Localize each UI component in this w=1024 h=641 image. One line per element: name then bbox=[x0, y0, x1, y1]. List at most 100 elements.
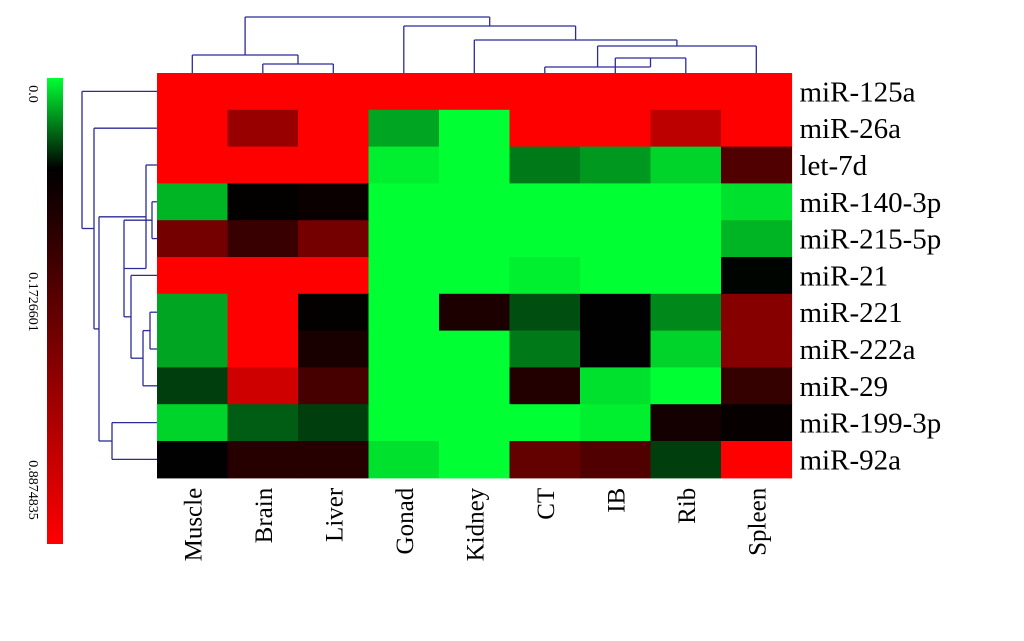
heatmap-cell bbox=[721, 183, 793, 221]
heatmap-cell bbox=[298, 183, 370, 221]
heatmap-cell bbox=[368, 441, 440, 479]
row-label: miR-222a bbox=[800, 334, 916, 366]
heatmap-cell bbox=[368, 109, 440, 148]
heatmap-cell bbox=[298, 220, 370, 258]
heatmap-cell bbox=[157, 404, 229, 442]
heatmap-cell bbox=[157, 330, 229, 368]
heatmap-cell bbox=[580, 73, 652, 111]
heatmap-cell bbox=[368, 73, 440, 111]
heatmap-cell bbox=[368, 404, 440, 442]
row-label: miR-26a bbox=[800, 113, 902, 145]
heatmap-cell bbox=[650, 330, 722, 368]
column-label: Liver bbox=[321, 487, 348, 542]
colorbar-tick-label: 0.0 bbox=[25, 85, 40, 103]
column-label: Gonad bbox=[392, 487, 419, 554]
heatmap-cell bbox=[509, 220, 581, 258]
heatmap-cell bbox=[157, 220, 229, 258]
heatmap-cell bbox=[157, 183, 229, 221]
colorbar-tick-label: 0.8874835 bbox=[25, 460, 40, 520]
heatmap-cell bbox=[509, 441, 581, 479]
heatmap-cell bbox=[439, 183, 511, 221]
heatmap-cell bbox=[509, 257, 581, 295]
row-label: miR-140-3p bbox=[800, 187, 942, 219]
heatmap-cell bbox=[580, 293, 652, 332]
column-label: Brain bbox=[251, 487, 278, 543]
heatmap-cell bbox=[650, 257, 722, 295]
heatmap-cell bbox=[580, 441, 652, 479]
heatmap-cell bbox=[580, 220, 652, 258]
heatmap-cell bbox=[650, 367, 722, 405]
column-labels: Muscle Brain Liver Gonad Kidney CT IB Rib Spleen bbox=[180, 487, 771, 561]
heatmap-cell bbox=[650, 220, 722, 258]
heatmap-cell bbox=[650, 73, 722, 111]
heatmap-cell bbox=[580, 330, 652, 368]
heatmap-cell bbox=[157, 109, 229, 148]
heatmap-cell bbox=[298, 146, 370, 184]
heatmap-cell bbox=[368, 330, 440, 368]
heatmap-cell bbox=[227, 73, 299, 111]
heatmap-cell bbox=[439, 257, 511, 295]
heatmap-cell bbox=[227, 220, 299, 258]
colorbar-gradient bbox=[47, 78, 63, 544]
heatmap-cell bbox=[580, 257, 652, 295]
heatmap-cell bbox=[227, 183, 299, 221]
heatmap-cell bbox=[721, 441, 793, 479]
row-labels: miR-125a miR-26a let-7d miR-140-3p miR-215-5… bbox=[800, 76, 942, 476]
heatmap-cell bbox=[157, 146, 229, 184]
column-label: Kidney bbox=[462, 487, 489, 561]
row-label: miR-199-3p bbox=[800, 408, 942, 440]
heatmap-cell bbox=[227, 330, 299, 368]
heatmap-cell bbox=[509, 293, 581, 332]
heatmap-cell bbox=[368, 183, 440, 221]
heatmap-cells bbox=[157, 73, 793, 479]
heatmap-cell bbox=[157, 293, 229, 332]
heatmap-cell bbox=[580, 146, 652, 184]
heatmap-cell bbox=[509, 73, 581, 111]
heatmap-cell bbox=[227, 367, 299, 405]
heatmap-cell bbox=[509, 183, 581, 221]
row-label: miR-125a bbox=[800, 76, 916, 108]
heatmap-cell bbox=[650, 404, 722, 442]
row-label: miR-21 bbox=[800, 260, 889, 292]
row-label: miR-92a bbox=[800, 444, 902, 476]
heatmap-cell bbox=[580, 367, 652, 405]
heatmap-cell bbox=[439, 109, 511, 148]
heatmap-cell bbox=[509, 109, 581, 148]
colorbar: 0.0 0.1726601 0.8874835 bbox=[25, 78, 63, 544]
column-label: Muscle bbox=[180, 488, 207, 562]
heatmap-cell bbox=[580, 183, 652, 221]
heatmap-cell bbox=[580, 404, 652, 442]
heatmap-cell bbox=[368, 257, 440, 295]
heatmap-cell bbox=[439, 441, 511, 479]
heatmap-cell bbox=[650, 293, 722, 332]
row-label: miR-29 bbox=[800, 371, 889, 403]
heatmap-cell bbox=[439, 146, 511, 184]
heatmap-cell bbox=[509, 146, 581, 184]
heatmap-cell bbox=[721, 257, 793, 295]
row-label: miR-215-5p bbox=[800, 224, 942, 256]
heatmap-cell bbox=[227, 109, 299, 148]
heatmap-cell bbox=[227, 293, 299, 332]
heatmap-cell bbox=[439, 367, 511, 405]
heatmap-cell bbox=[298, 257, 370, 295]
heatmap-cell bbox=[650, 441, 722, 479]
heatmap-cell bbox=[439, 220, 511, 258]
heatmap-cell bbox=[298, 73, 370, 111]
heatmap-cell bbox=[509, 404, 581, 442]
heatmap-cell bbox=[157, 441, 229, 479]
heatmap-cell bbox=[439, 404, 511, 442]
heatmap-cell bbox=[298, 367, 370, 405]
heatmap-cell bbox=[721, 293, 793, 332]
heatmap-cell bbox=[509, 330, 581, 368]
column-label: Rib bbox=[674, 488, 701, 524]
row-label: miR-221 bbox=[800, 297, 903, 329]
column-label: CT bbox=[533, 488, 560, 520]
heatmap-cell bbox=[157, 367, 229, 405]
heatmap-cell bbox=[721, 73, 793, 111]
heatmap-cell bbox=[157, 257, 229, 295]
heatmap-cell bbox=[298, 109, 370, 148]
heatmap-cell bbox=[721, 146, 793, 184]
heatmap-cell bbox=[368, 367, 440, 405]
heatmap-cell bbox=[721, 404, 793, 442]
